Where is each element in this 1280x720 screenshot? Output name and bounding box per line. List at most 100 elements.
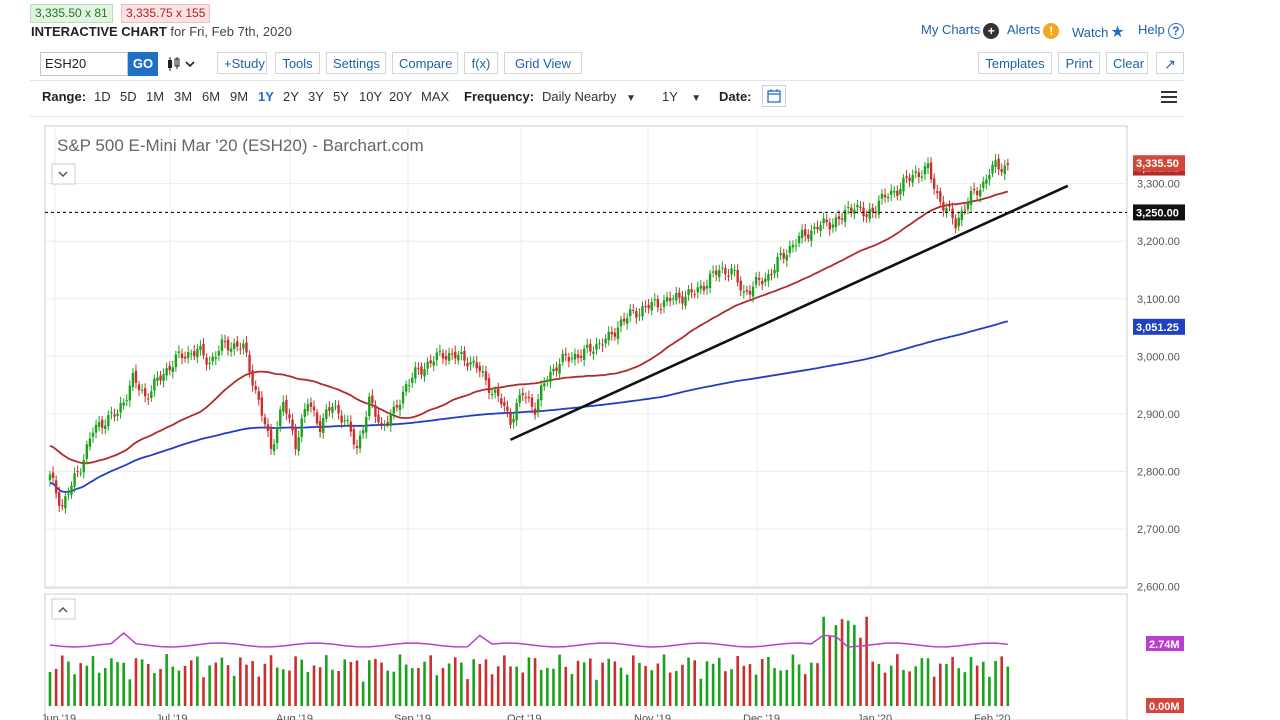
candle-body	[908, 177, 911, 181]
menu-button[interactable]	[1160, 89, 1178, 105]
candle-body	[515, 402, 518, 421]
page-subtitle: for Fri, Feb 7th, 2020	[170, 24, 292, 39]
volume-avg-label-bg	[1146, 636, 1184, 651]
range-option-5d[interactable]: 5D	[120, 89, 137, 104]
volume-bar	[662, 654, 666, 706]
range-option-20y[interactable]: 20Y	[389, 89, 413, 104]
volume-bar	[779, 670, 782, 706]
candle-body	[361, 430, 365, 434]
volume-bar	[1000, 656, 1003, 706]
volume-bar	[374, 658, 377, 706]
symbol-input[interactable]: ESH20	[40, 52, 128, 76]
range-option-6m[interactable]: 6M	[202, 89, 221, 104]
candle-body	[635, 311, 638, 318]
volume-bar	[306, 672, 310, 706]
alert-icon: !	[1043, 22, 1060, 39]
candle-body	[880, 193, 884, 199]
candle-body	[478, 365, 481, 372]
candle-body	[484, 371, 488, 381]
candle-body	[48, 474, 52, 481]
volume-bar	[140, 659, 144, 706]
chart-title: S&P 500 E-Mini Mar '20 (ESH20) - Barchar…	[57, 136, 424, 155]
volume-bar	[355, 660, 359, 706]
candle-body	[61, 505, 64, 507]
candle-body	[407, 385, 411, 387]
go-button[interactable]: GO	[128, 52, 158, 76]
candle-body	[73, 473, 76, 487]
volume-bar	[546, 667, 549, 706]
candle-body	[94, 424, 98, 433]
templates-button[interactable]: Templates	[978, 52, 1052, 74]
range-option-10y[interactable]: 10Y	[359, 89, 383, 104]
fx-button[interactable]: f(x)	[464, 52, 498, 74]
range-option-9m[interactable]: 9M	[230, 89, 249, 104]
candle-body	[576, 354, 580, 358]
candle-body	[896, 190, 899, 196]
y-tick-label: 3,000.00	[1137, 351, 1180, 363]
candle-body	[380, 422, 383, 424]
candle-body	[730, 268, 733, 275]
date-picker-button[interactable]	[762, 85, 786, 107]
range-option-5y[interactable]: 5Y	[333, 89, 349, 104]
tools-button[interactable]: Tools	[275, 52, 320, 74]
my-charts-link[interactable]: My Charts +	[921, 22, 1000, 39]
candle-body	[423, 368, 426, 377]
candle-body	[810, 230, 813, 241]
range-option-2y[interactable]: 2Y	[283, 89, 299, 104]
range-divider	[30, 116, 1185, 117]
grid-view-button[interactable]: Grid View	[504, 52, 582, 74]
candle-body	[186, 352, 190, 358]
candle-body	[687, 289, 690, 295]
volume-bar	[632, 655, 635, 706]
period-dropdown[interactable]: 1Y ▼	[662, 89, 701, 104]
candle-body	[997, 158, 1000, 170]
candle-body	[917, 172, 921, 178]
candle-body	[294, 428, 297, 450]
chart-type-dropdown[interactable]	[166, 56, 198, 72]
help-link[interactable]: Help?	[1138, 22, 1184, 39]
volume-bar	[122, 662, 125, 706]
expand-button[interactable]: ↗	[1156, 52, 1184, 74]
candle-body	[662, 300, 666, 307]
volume-bar	[760, 659, 764, 706]
candle-body	[429, 360, 432, 364]
compare-button[interactable]: Compare	[392, 52, 458, 74]
volume-bar	[208, 665, 211, 706]
range-option-3y[interactable]: 3Y	[308, 89, 324, 104]
candle-body	[840, 218, 844, 220]
candle-body	[196, 348, 199, 358]
range-option-1m[interactable]: 1M	[146, 89, 165, 104]
watch-link[interactable]: Watch ★	[1072, 22, 1125, 42]
candle-body	[506, 406, 509, 412]
candle-body	[604, 338, 607, 344]
candle-body	[708, 273, 712, 289]
range-option-3m[interactable]: 3M	[174, 89, 193, 104]
volume-bar	[165, 654, 168, 706]
candle-body	[156, 377, 159, 381]
volume-bar	[859, 637, 862, 706]
volume-bar	[988, 676, 991, 706]
study-button[interactable]: +Study	[217, 52, 267, 74]
candle-body	[352, 429, 356, 445]
volume-bar	[767, 657, 770, 706]
volume-bar	[478, 664, 482, 706]
range-option-1d[interactable]: 1D	[94, 89, 111, 104]
candle-body	[260, 397, 264, 416]
collapse-price-button[interactable]	[51, 163, 76, 185]
settings-button[interactable]: Settings	[326, 52, 386, 74]
clear-button[interactable]: Clear	[1106, 52, 1148, 74]
candle-body	[785, 255, 788, 261]
candle-body	[850, 207, 853, 213]
volume-bar	[607, 658, 611, 706]
print-button[interactable]: Print	[1058, 52, 1100, 74]
alerts-link[interactable]: Alerts!	[1007, 22, 1060, 39]
volume-bar	[460, 662, 463, 706]
candle-body	[223, 341, 227, 343]
candle-body	[318, 421, 322, 432]
range-option-1y[interactable]: 1Y	[258, 89, 274, 104]
candle-body	[589, 343, 592, 352]
frequency-dropdown[interactable]: Daily Nearby ▼	[542, 89, 636, 104]
range-option-max[interactable]: MAX	[421, 89, 450, 104]
candle-body	[807, 234, 810, 239]
